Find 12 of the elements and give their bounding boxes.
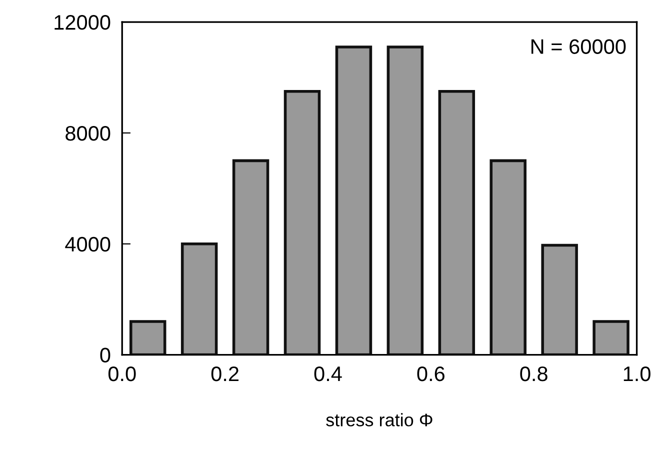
y-tick-label: 8000 — [66, 126, 110, 141]
x-axis-title: stress ratio Φ — [326, 413, 432, 426]
x-tick-label: 0.6 — [417, 366, 444, 382]
x-tick-label: 1.0 — [624, 366, 650, 382]
x-tick-label: 0.4 — [314, 366, 342, 382]
y-tick-label: 4000 — [65, 236, 110, 252]
y-tick-label: 0 — [100, 348, 110, 363]
annotation: N = 60000 — [531, 39, 626, 54]
x-tick-label: 0.8 — [520, 366, 548, 382]
x-tick-label: 0.0 — [108, 366, 136, 382]
x-tick-label: 0.2 — [211, 366, 238, 382]
y-tick-label: 12000 — [54, 15, 110, 30]
